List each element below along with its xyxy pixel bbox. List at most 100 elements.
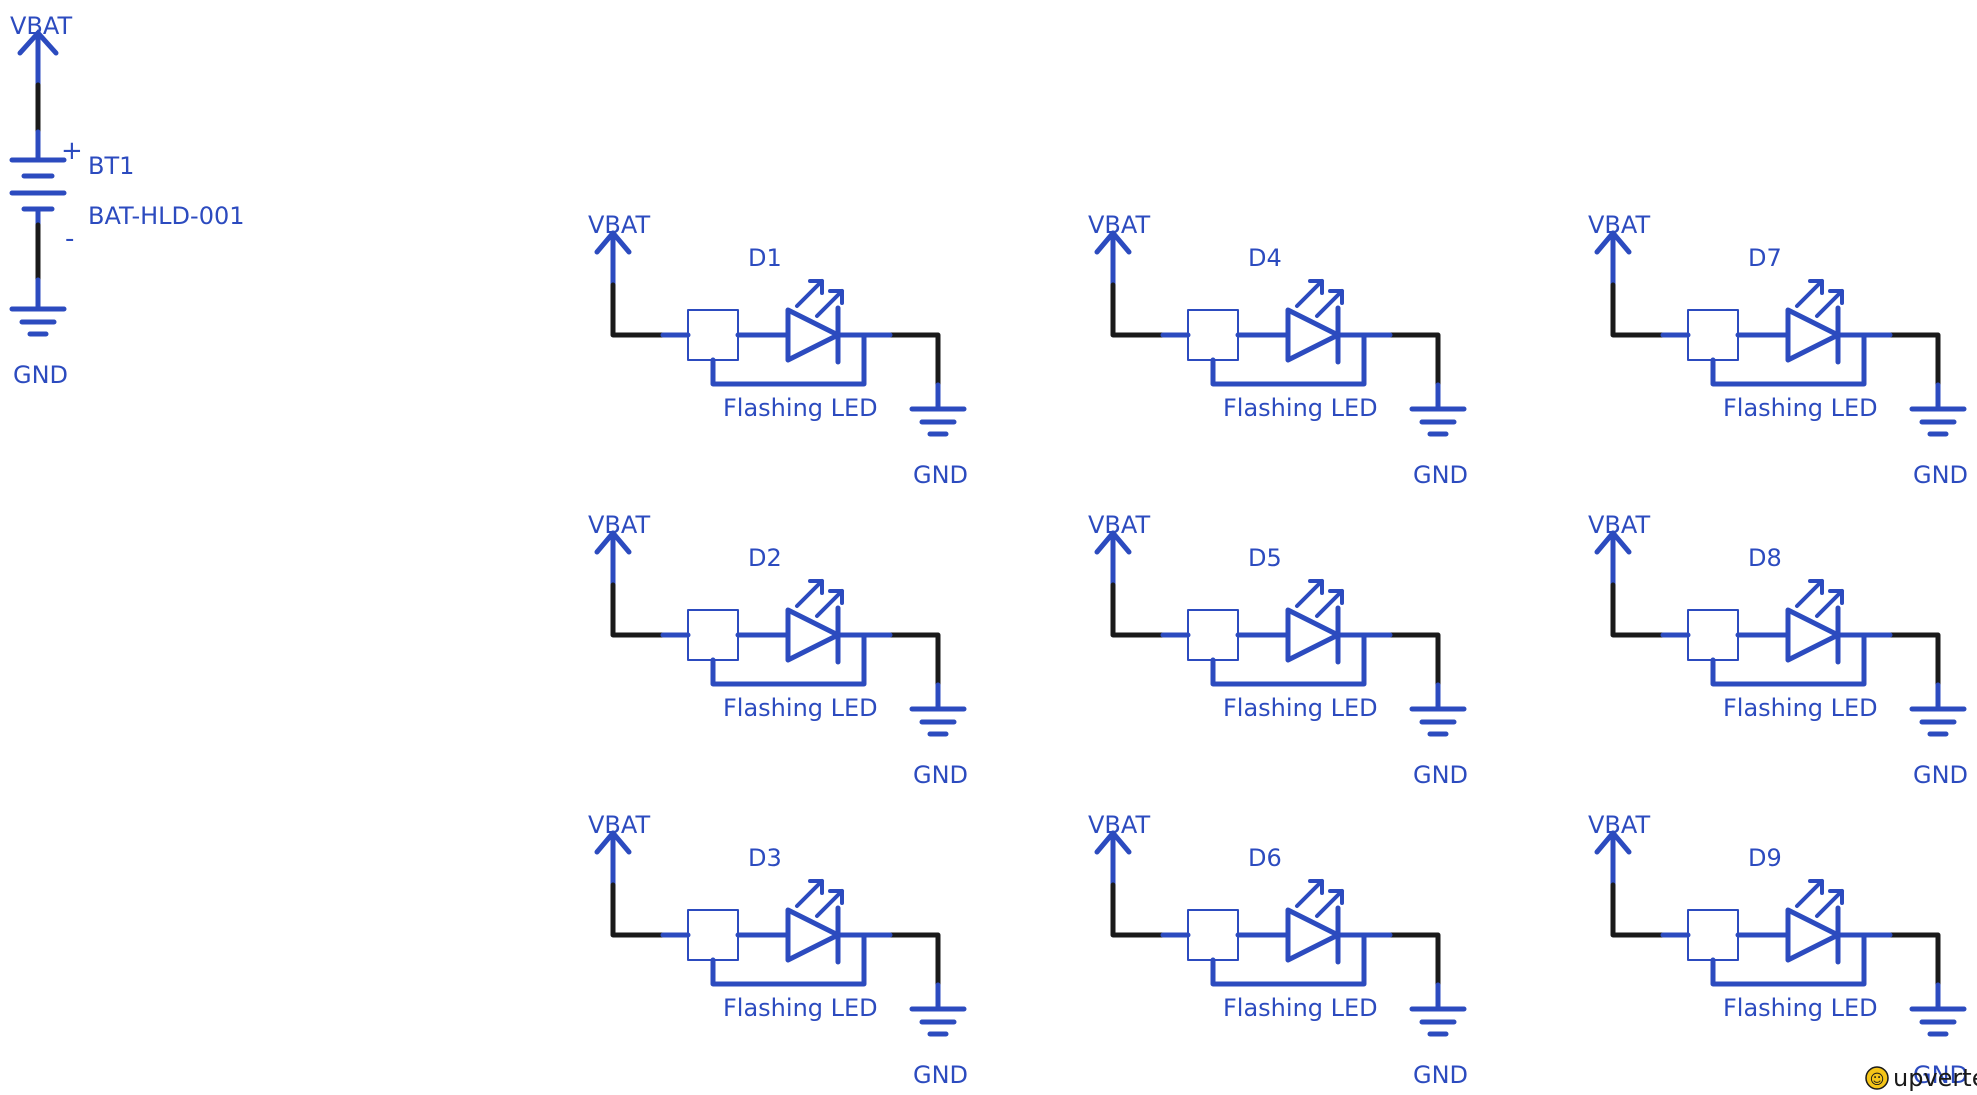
ground-label: GND bbox=[913, 761, 968, 789]
light-emission-arrows-icon bbox=[1295, 879, 1344, 918]
battery-ground-label: GND bbox=[13, 361, 68, 389]
light-emission-arrows-icon bbox=[1295, 579, 1344, 618]
power-symbol-vbat bbox=[1094, 230, 1132, 288]
wire-net bbox=[610, 882, 941, 988]
power-symbol-vbat bbox=[594, 830, 632, 888]
ground-label: GND bbox=[1913, 761, 1968, 789]
wire-net bbox=[1110, 282, 1441, 388]
led-grid: VBAT D1 Flashing LED GND VBAT D2 Flashing LED G… bbox=[588, 211, 1968, 1089]
ground-label: GND bbox=[1913, 461, 1968, 489]
led-cell-d6[interactable]: VBAT D6 Flashing LED GND bbox=[1088, 811, 1468, 1089]
power-symbol-vbat bbox=[1594, 230, 1632, 288]
led-designator: D7 bbox=[1748, 244, 1782, 272]
power-label: VBAT bbox=[1588, 511, 1650, 539]
flasher-ic-box bbox=[1687, 909, 1739, 961]
led-cell-d3[interactable]: VBAT D3 Flashing LED GND bbox=[588, 811, 968, 1089]
led-value: Flashing LED bbox=[1223, 994, 1378, 1022]
led-value: Flashing LED bbox=[1223, 394, 1378, 422]
ground-symbol bbox=[1409, 682, 1467, 737]
led-designator: D3 bbox=[748, 844, 782, 872]
flasher-ic-box bbox=[687, 309, 739, 361]
diode-triangle bbox=[1785, 907, 1841, 963]
flashing-led-symbol bbox=[1660, 332, 1893, 387]
led-designator: D8 bbox=[1748, 544, 1782, 572]
power-label: VBAT bbox=[1588, 211, 1650, 239]
ground-symbol bbox=[1909, 382, 1967, 437]
battery-designator: BT1 bbox=[88, 152, 134, 180]
led-value: Flashing LED bbox=[1223, 694, 1378, 722]
ground-symbol bbox=[1909, 682, 1967, 737]
power-label: VBAT bbox=[1588, 811, 1650, 839]
wire-net bbox=[1610, 882, 1941, 988]
led-cell-d2[interactable]: VBAT D2 Flashing LED GND bbox=[588, 511, 968, 789]
flashing-led-symbol bbox=[660, 932, 893, 987]
diode-triangle bbox=[1785, 607, 1841, 663]
led-cell-d9[interactable]: VBAT D9 Flashing LED GND bbox=[1588, 811, 1968, 1089]
diode-triangle bbox=[785, 607, 841, 663]
power-label: VBAT bbox=[588, 511, 650, 539]
ground-label: GND bbox=[913, 461, 968, 489]
diode-triangle bbox=[1285, 607, 1341, 663]
diode-triangle bbox=[785, 307, 841, 363]
led-designator: D4 bbox=[1248, 244, 1282, 272]
wire-net bbox=[610, 282, 941, 388]
flasher-ic-box bbox=[1687, 609, 1739, 661]
flasher-ic-box bbox=[687, 609, 739, 661]
battery-bt1[interactable]: VBAT + - BT1 BAT-HLD-001 GND bbox=[9, 12, 245, 389]
battery-plus-label: + bbox=[61, 136, 83, 166]
flashing-led-symbol bbox=[1660, 932, 1893, 987]
flasher-ic-box bbox=[1187, 309, 1239, 361]
led-cell-d7[interactable]: VBAT D7 Flashing LED GND bbox=[1588, 211, 1968, 489]
power-label: VBAT bbox=[1088, 811, 1150, 839]
power-symbol-vbat bbox=[17, 29, 59, 88]
light-emission-arrows-icon bbox=[795, 879, 844, 918]
flashing-led-symbol bbox=[660, 332, 893, 387]
svg-text:☺: ☺ bbox=[1870, 1072, 1885, 1088]
power-symbol-vbat bbox=[1094, 830, 1132, 888]
flashing-led-symbol bbox=[1660, 632, 1893, 687]
led-value: Flashing LED bbox=[1723, 394, 1878, 422]
diode-triangle bbox=[1785, 307, 1841, 363]
power-symbol-vbat bbox=[1094, 530, 1132, 588]
led-cell-d1[interactable]: VBAT D1 Flashing LED GND bbox=[588, 211, 968, 489]
power-symbol-vbat bbox=[1594, 530, 1632, 588]
light-emission-arrows-icon bbox=[795, 579, 844, 618]
led-value: Flashing LED bbox=[1723, 994, 1878, 1022]
led-cell-d5[interactable]: VBAT D5 Flashing LED GND bbox=[1088, 511, 1468, 789]
flashing-led-symbol bbox=[1160, 332, 1393, 387]
ground-symbol bbox=[909, 982, 967, 1037]
battery-value: BAT-HLD-001 bbox=[88, 202, 245, 230]
light-emission-arrows-icon bbox=[795, 279, 844, 318]
ground-symbol bbox=[1409, 382, 1467, 437]
ground-symbol bbox=[909, 682, 967, 737]
wire-net bbox=[1610, 582, 1941, 688]
led-cell-d8[interactable]: VBAT D8 Flashing LED GND bbox=[1588, 511, 1968, 789]
flashing-led-symbol bbox=[1160, 632, 1393, 687]
power-label: VBAT bbox=[588, 211, 650, 239]
led-cell-d4[interactable]: VBAT D4 Flashing LED GND bbox=[1088, 211, 1468, 489]
battery-symbol bbox=[9, 129, 67, 228]
flashing-led-symbol bbox=[660, 632, 893, 687]
diode-triangle bbox=[1285, 907, 1341, 963]
ground-label: GND bbox=[1413, 761, 1468, 789]
light-emission-arrows-icon bbox=[1295, 279, 1344, 318]
ground-symbol bbox=[1909, 982, 1967, 1037]
power-label: VBAT bbox=[1088, 211, 1150, 239]
led-value: Flashing LED bbox=[1723, 694, 1878, 722]
led-designator: D5 bbox=[1248, 544, 1282, 572]
led-designator: D6 bbox=[1248, 844, 1282, 872]
wire-net bbox=[610, 582, 941, 688]
upverter-badge-icon: ☺ bbox=[1865, 1066, 1889, 1090]
upverter-logo: ☺ upverter bbox=[1865, 1064, 1977, 1092]
ground-symbol bbox=[1409, 982, 1467, 1037]
led-value: Flashing LED bbox=[723, 694, 878, 722]
diode-triangle bbox=[785, 907, 841, 963]
flasher-ic-box bbox=[1687, 309, 1739, 361]
wire-net bbox=[1110, 882, 1441, 988]
wire-net bbox=[1610, 282, 1941, 388]
led-designator: D2 bbox=[748, 544, 782, 572]
flasher-ic-box bbox=[1187, 909, 1239, 961]
flashing-led-symbol bbox=[1160, 932, 1393, 987]
ground-symbol bbox=[909, 382, 967, 437]
